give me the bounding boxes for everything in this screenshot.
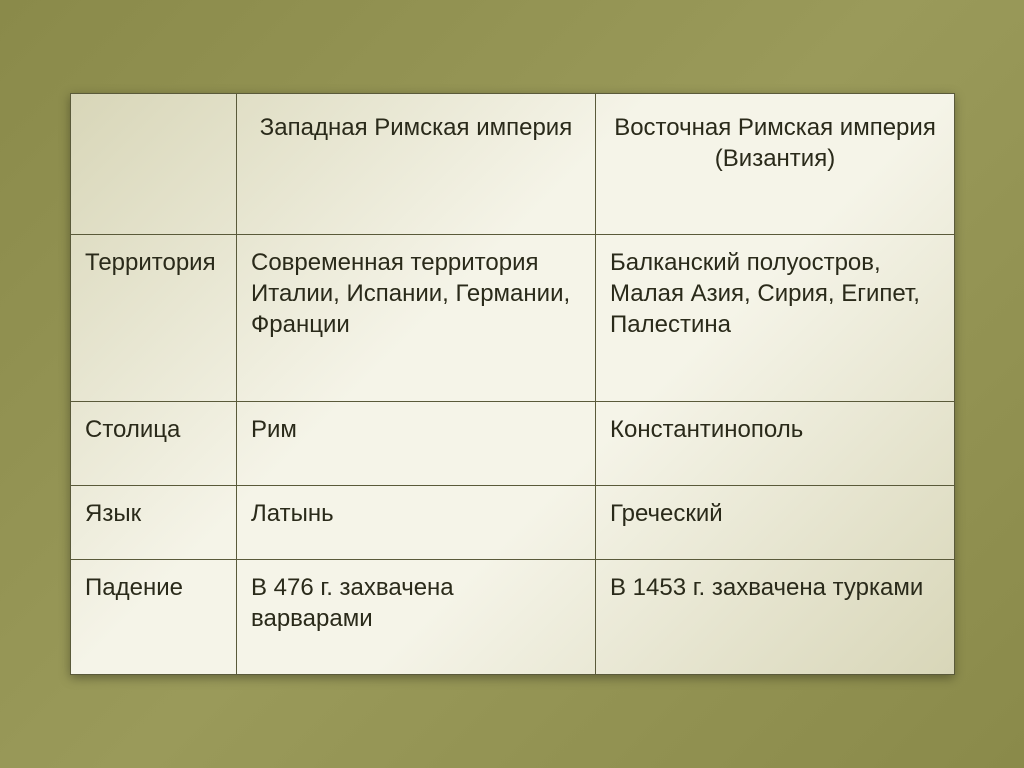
comparison-table-container: Западная Римская империя Восточная Римск… [70,93,954,676]
cell-territory-west: Современная территория Италии, Испании, … [237,235,596,402]
cell-fall-west: В 476 г. захвачена варварами [237,559,596,674]
comparison-table: Западная Римская империя Восточная Римск… [70,93,955,676]
row-territory: Территория Современная территория Италии… [71,235,955,402]
row-label-fall: Падение [71,559,237,674]
cell-fall-east: В 1453 г. захвачена турками [596,559,955,674]
header-row: Западная Римская империя Восточная Римск… [71,93,955,234]
cell-language-east: Греческий [596,485,955,559]
cell-capital-west: Рим [237,401,596,485]
row-language: Язык Латынь Греческий [71,485,955,559]
cell-territory-east: Балканский полуостров, Малая Азия, Сирия… [596,235,955,402]
cell-capital-east: Константинополь [596,401,955,485]
header-east: Восточная Римская империя (Византия) [596,93,955,234]
row-label-territory: Территория [71,235,237,402]
row-capital: Столица Рим Константинополь [71,401,955,485]
row-label-capital: Столица [71,401,237,485]
row-fall: Падение В 476 г. захвачена варварами В 1… [71,559,955,674]
header-west: Западная Римская империя [237,93,596,234]
row-label-language: Язык [71,485,237,559]
cell-language-west: Латынь [237,485,596,559]
header-empty [71,93,237,234]
